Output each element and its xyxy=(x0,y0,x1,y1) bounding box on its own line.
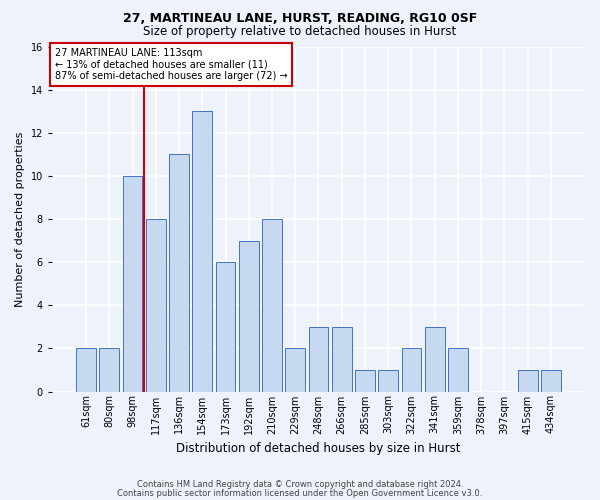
Bar xyxy=(541,370,561,392)
Bar xyxy=(76,348,96,392)
Bar xyxy=(308,327,328,392)
X-axis label: Distribution of detached houses by size in Hurst: Distribution of detached houses by size … xyxy=(176,442,461,455)
Bar xyxy=(355,370,375,392)
Text: Contains HM Land Registry data © Crown copyright and database right 2024.: Contains HM Land Registry data © Crown c… xyxy=(137,480,463,489)
Text: 27, MARTINEAU LANE, HURST, READING, RG10 0SF: 27, MARTINEAU LANE, HURST, READING, RG10… xyxy=(123,12,477,26)
Bar xyxy=(286,348,305,392)
Bar xyxy=(448,348,468,392)
Y-axis label: Number of detached properties: Number of detached properties xyxy=(15,132,25,306)
Bar xyxy=(239,240,259,392)
Bar xyxy=(122,176,142,392)
Bar xyxy=(425,327,445,392)
Bar xyxy=(146,219,166,392)
Bar xyxy=(169,154,189,392)
Bar xyxy=(518,370,538,392)
Text: 27 MARTINEAU LANE: 113sqm
← 13% of detached houses are smaller (11)
87% of semi-: 27 MARTINEAU LANE: 113sqm ← 13% of detac… xyxy=(55,48,287,82)
Text: Contains public sector information licensed under the Open Government Licence v3: Contains public sector information licen… xyxy=(118,489,482,498)
Bar xyxy=(401,348,421,392)
Bar xyxy=(379,370,398,392)
Text: Size of property relative to detached houses in Hurst: Size of property relative to detached ho… xyxy=(143,25,457,38)
Bar xyxy=(262,219,282,392)
Bar xyxy=(332,327,352,392)
Bar xyxy=(215,262,235,392)
Bar xyxy=(193,111,212,392)
Bar xyxy=(100,348,119,392)
